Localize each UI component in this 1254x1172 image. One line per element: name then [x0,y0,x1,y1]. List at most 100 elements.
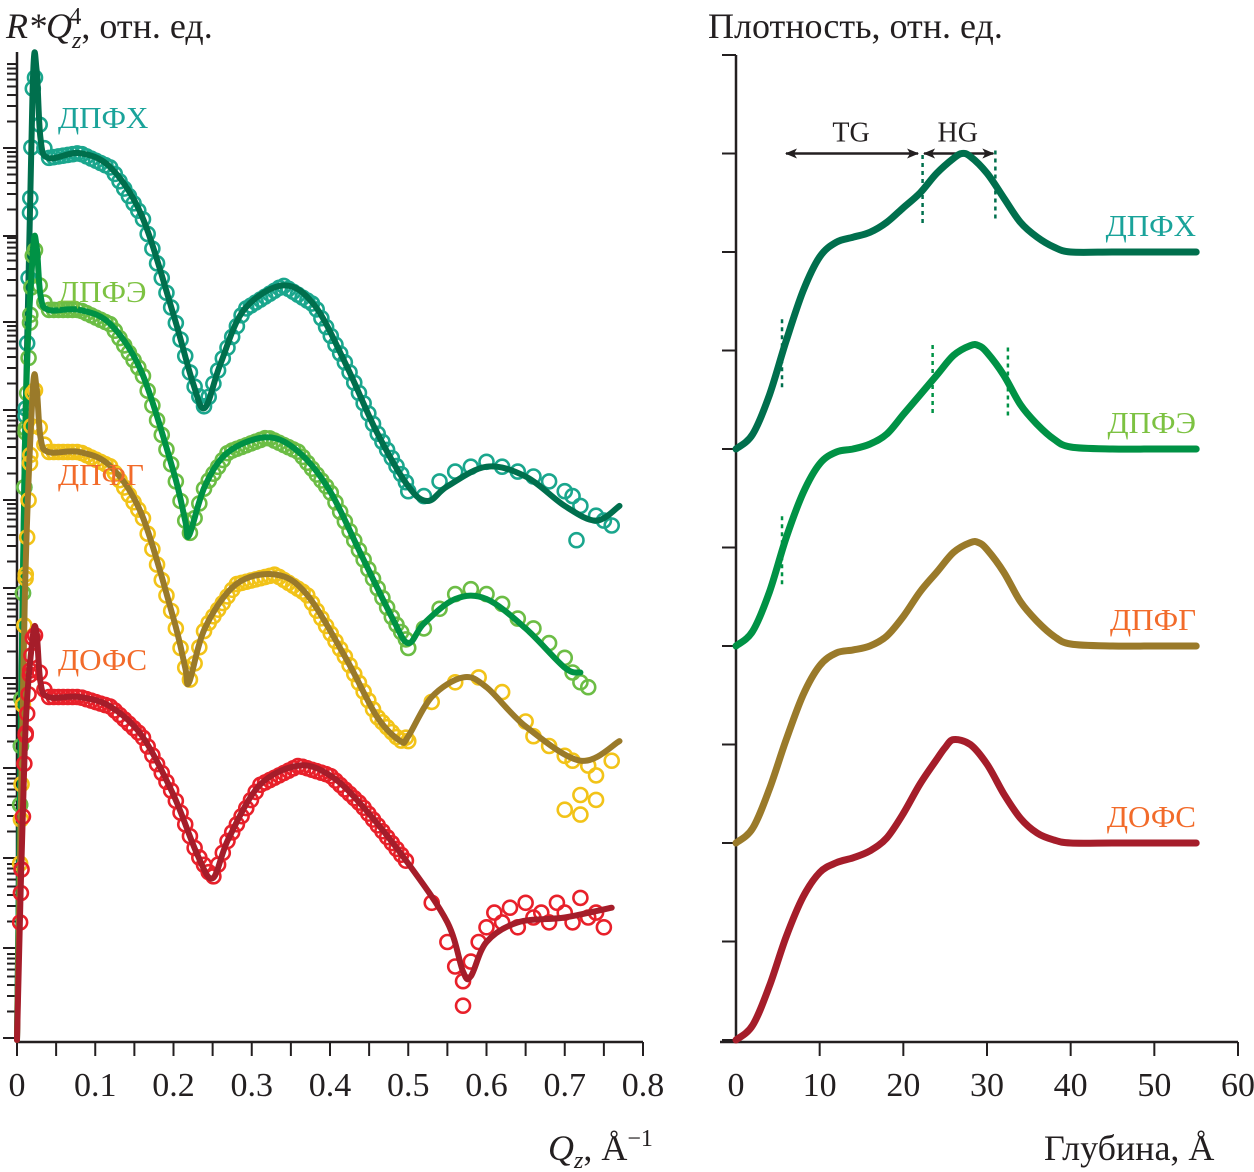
data-point [587,791,605,809]
fit-line [14,49,623,1043]
left-x-tick-label: 0.6 [465,1067,508,1104]
left-x-title-main: Q [548,1128,574,1168]
left-x-ticks: 0 0.1 0.2 0.3 0.4 0.5 0.6 0.7 0.8 [9,1042,664,1104]
left-x-tick-label: 0.4 [309,1067,352,1104]
data-point [572,786,589,804]
right-panel-density: Плотность, отн. ед. 0 10 20 30 40 50 60 TG HG Д… [708,6,1254,1168]
data-point [341,785,358,803]
right-annotations: TG HG [780,118,1010,587]
data-point [374,714,391,731]
data-point [341,656,358,674]
data-point [383,723,401,741]
data-point [322,484,340,502]
data-point [345,665,363,683]
left-x-axis-title: Qz, Å−1 [548,1126,653,1172]
left-panel-reflectivity: R*Qz4, отн. ед. 0 0.1 0.2 0.3 0.4 0.5 0.6 0.7 0.… [3,4,664,1172]
right-x-tick-label: 10 [803,1067,837,1104]
density-profile-line [732,736,1200,1044]
data-point [364,700,382,718]
left-series-group: ДПФХ ДПФЭ ДПФГ ДОФС [11,49,623,1043]
left-series-2: ДПФЭ [11,232,597,1043]
annotation-label: TG [832,118,869,149]
right-x-tick-label: 20 [886,1067,920,1104]
right-series-label: ДПФГ [1110,602,1196,637]
left-series-markers [11,626,613,1015]
data-point [355,551,372,568]
data-point [540,914,558,931]
data-point [587,767,605,784]
right-series-1: ДПФХ [732,149,1200,453]
data-point [568,531,585,549]
data-point [125,719,142,737]
data-point [378,718,396,736]
left-x-tick-label: 0.1 [74,1067,117,1104]
right-series-3: ДПФГ [732,538,1200,847]
left-x-title-sub: z [573,1148,584,1172]
data-point [322,767,340,785]
left-series-markers [11,241,597,814]
data-point [345,789,363,807]
left-series-4: ДОФС [11,622,615,1043]
right-y-axis-title: Плотность, отн. ед. [708,6,1003,46]
data-point [195,397,213,415]
left-x-tick-label: 0.2 [152,1067,195,1104]
data-point [517,894,534,912]
data-point [369,709,387,726]
data-point [134,729,152,746]
fit-line [14,371,623,1043]
right-series-2: ДПФЭ [732,341,1200,650]
data-point [336,354,354,371]
data-point [327,772,344,789]
left-y-axis-title: R*Qz4, отн. ед. [5,4,213,54]
right-y-ticks [722,54,736,1041]
left-series-label: ДПФГ [58,457,144,492]
right-series-group: ДПФХ ДПФЭ ДПФГ ДОФС [732,149,1200,1044]
right-x-tick-label: 0 [728,1067,745,1104]
left-y-title-main: R*Q [5,6,72,46]
data-point [454,997,472,1015]
fit-line [14,232,584,1043]
data-point [129,724,147,741]
right-series-4: ДОФС [732,736,1200,1044]
left-y-title-sub: z [71,28,82,54]
right-x-tick-label: 50 [1137,1067,1171,1104]
left-series-1: ДПФХ [11,49,623,1043]
left-series-label: ДПФЭ [58,274,147,309]
density-profile-line [732,149,1200,453]
data-point [486,904,503,921]
data-point [579,678,597,696]
data-point [556,801,574,819]
left-y-title-sup: 4 [69,4,81,30]
data-point [369,425,387,443]
data-point [478,918,495,936]
data-point [397,473,415,491]
right-x-axis-title: Глубина, Å [1044,1128,1214,1168]
left-series-3: ДПФГ [11,371,623,1043]
right-series-label: ДПФЭ [1108,405,1197,440]
left-x-tick-label: 0.7 [544,1067,587,1104]
data-point [572,806,589,823]
data-point [350,794,368,811]
left-x-title-sup: −1 [627,1126,653,1152]
data-point [548,894,566,912]
annotation-label: HG [937,118,977,149]
density-profile-line [732,341,1200,650]
right-series-label: ДПФХ [1106,208,1196,243]
left-y-ticks [3,63,17,1039]
data-point [540,473,558,490]
right-x-tick-label: 40 [1054,1067,1088,1104]
left-x-tick-label: 0.5 [387,1067,430,1104]
data-point [431,473,448,490]
data-point [603,752,621,770]
left-x-tick-label: 0 [9,1067,26,1104]
right-x-tick-label: 30 [970,1067,1004,1104]
data-point [336,648,354,665]
data-point [603,517,621,534]
data-point [572,889,589,907]
data-point [595,918,613,936]
density-profile-line [732,538,1200,847]
left-x-tick-label: 0.3 [231,1067,274,1104]
data-point [564,487,581,505]
left-x-title-suffix: , Å [583,1128,627,1168]
